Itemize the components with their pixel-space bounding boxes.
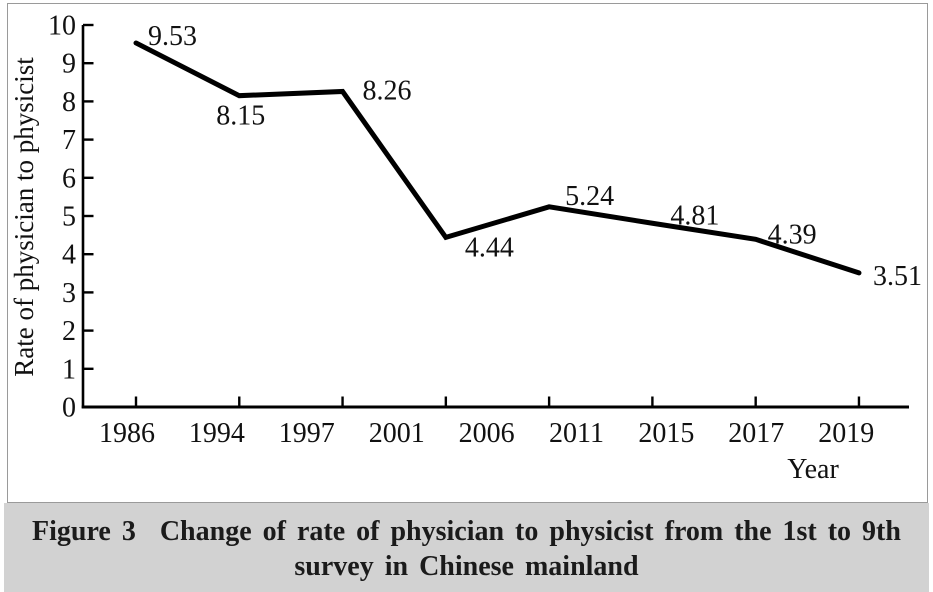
data-series-line	[133, 40, 862, 276]
data-point-label: 4.44	[465, 232, 514, 263]
x-tick-label: 1997	[279, 418, 335, 449]
x-tick-label: 2006	[459, 418, 515, 449]
y-tick-label: 1	[62, 354, 76, 385]
x-tick-label: 1994	[189, 418, 245, 449]
x-tick-label: 2019	[818, 418, 874, 449]
y-tick-label: 9	[62, 49, 76, 80]
data-point-label: 3.51	[873, 261, 922, 292]
x-tick-label: 2011	[549, 418, 604, 449]
y-tick-label: 2	[62, 316, 76, 347]
data-point-label: 8.15	[216, 101, 265, 132]
line-chart: 0 1 2 3 4 5 6 7 8 9 10 1986 1994 1997 2001 2006 2011 2015…	[9, 11, 922, 486]
data-point-label: 4.81	[670, 200, 719, 231]
y-tick-label: 3	[62, 278, 76, 309]
x-axis-title: Year	[787, 454, 839, 485]
x-tick-label: 2015	[638, 418, 694, 449]
chart-panel	[7, 3, 928, 503]
caption-line-1: Figure 3 Change of rate of physician to p…	[4, 514, 929, 549]
data-point-label: 8.26	[363, 75, 412, 106]
y-axis-title: Rate of physician to physicist	[9, 57, 39, 377]
x-tick-label: 1986	[99, 418, 155, 449]
caption-text-line1: Change of rate of physician to physicist…	[159, 516, 901, 547]
y-tick-label: 0	[62, 393, 76, 424]
figure-number-label: Figure 3	[32, 516, 136, 547]
y-tick-label: 6	[62, 163, 76, 194]
y-tick-label: 10	[48, 11, 76, 42]
x-tick-label: 2017	[728, 418, 784, 449]
y-tick-label: 5	[62, 202, 76, 233]
data-point-label: 9.53	[148, 21, 197, 52]
figure-caption: Figure 3 Change of rate of physician to p…	[4, 503, 929, 592]
y-tick-label: 7	[62, 125, 76, 156]
y-tick-label: 8	[62, 87, 76, 118]
x-tick-label: 2001	[369, 418, 425, 449]
data-point-label: 4.39	[768, 219, 817, 250]
y-tick-label: 4	[62, 240, 76, 271]
data-point-label: 5.24	[565, 181, 614, 212]
caption-text-line2: survey in Chinese mainland	[294, 551, 639, 582]
